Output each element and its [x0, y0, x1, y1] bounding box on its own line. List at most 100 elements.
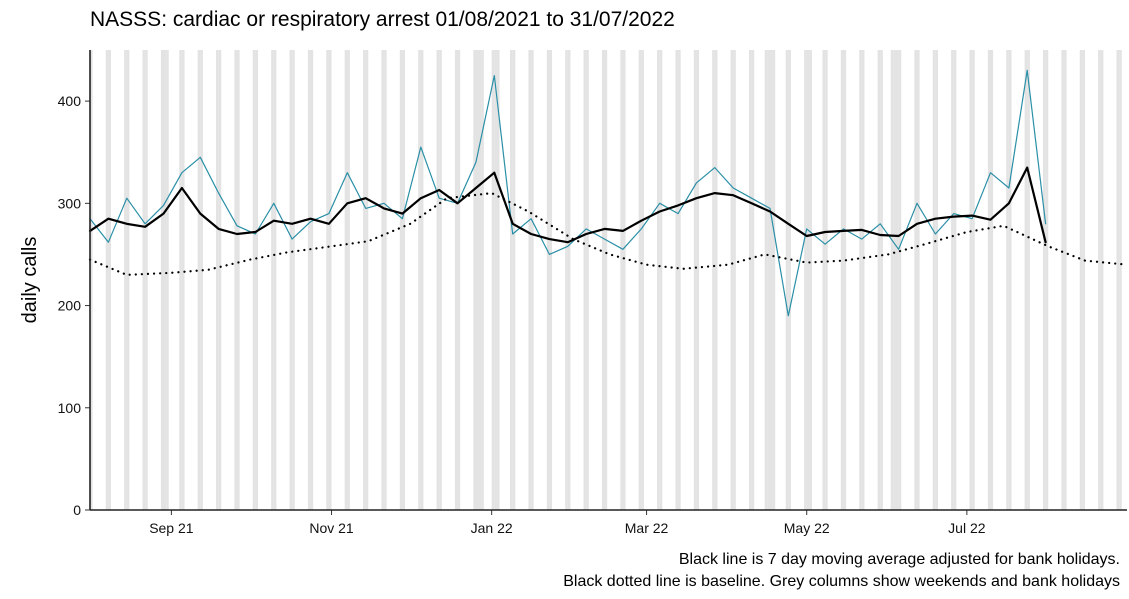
shaded-column [935, 50, 938, 510]
shaded-column [890, 50, 894, 510]
shaded-column [420, 50, 424, 510]
shaded-column [951, 50, 954, 510]
shaded-column [641, 50, 644, 510]
shaded-column [145, 50, 148, 510]
shaded-column [528, 50, 532, 510]
shaded-column [696, 50, 700, 510]
shaded-column [363, 50, 366, 510]
shaded-column [126, 50, 130, 510]
shaded-column [457, 50, 461, 510]
shaded-column [163, 50, 167, 510]
shaded-column [478, 50, 482, 510]
shaded-column [657, 50, 660, 510]
shaded-column [859, 50, 862, 510]
shaded-column [785, 50, 789, 510]
shaded-column [953, 50, 957, 510]
shaded-column [730, 50, 734, 510]
shaded-column [365, 50, 369, 510]
shaded-column [197, 50, 201, 510]
shaded-column [825, 50, 828, 510]
y-tick-label: 200 [58, 298, 82, 314]
series-daily [89, 69, 1047, 317]
shaded-column [399, 50, 403, 510]
shaded-column [1063, 50, 1067, 510]
shaded-column [218, 50, 222, 510]
shaded-column [1042, 50, 1046, 510]
shaded-column [439, 50, 442, 510]
shaded-column [565, 50, 568, 510]
shaded-column [237, 50, 240, 510]
shaded-column [678, 50, 681, 510]
shaded-column [843, 50, 847, 510]
shaded-column [531, 50, 534, 510]
shaded-column [1061, 50, 1064, 510]
shaded-column [289, 50, 293, 510]
chart-title: NASSS: cardiac or respiratory arrest 01/… [90, 8, 675, 31]
shaded-column [804, 50, 807, 510]
y-tick-label: 400 [58, 93, 82, 109]
x-tick-label: Mar 22 [625, 520, 669, 536]
shaded-column [549, 50, 553, 510]
shaded-column [347, 50, 350, 510]
shaded-column [586, 50, 589, 510]
shaded-column [767, 50, 770, 510]
shaded-column [714, 50, 718, 510]
shaded-column [418, 50, 421, 510]
shaded-column [895, 50, 899, 510]
series-lines [88, 69, 1129, 317]
shaded-column [90, 50, 93, 510]
shaded-column [344, 50, 348, 510]
shaded-column [969, 50, 973, 510]
shaded-column [402, 50, 406, 510]
shaded-column [200, 50, 203, 510]
shaded-column [1027, 50, 1030, 510]
shaded-column [567, 50, 571, 510]
caption-line-2: Black dotted line is baseline. Grey colu… [563, 573, 1120, 590]
shaded-column [255, 50, 259, 510]
shaded-column [990, 50, 994, 510]
shaded-column [764, 50, 768, 510]
shaded-column [806, 50, 810, 510]
shaded-column [987, 50, 991, 510]
shaded-column [384, 50, 387, 510]
x-tick-label: Sep 21 [149, 520, 194, 536]
shaded-column [583, 50, 587, 510]
y-axis-ticks: 0 100 200 300 400 [58, 93, 90, 518]
shaded-column [972, 50, 975, 510]
x-tick-label: Nov 21 [309, 520, 354, 536]
shaded-column [273, 50, 277, 510]
shaded-column [216, 50, 219, 510]
shaded-column [1079, 50, 1083, 510]
shaded-column [712, 50, 715, 510]
shaded-column [769, 50, 773, 510]
shaded-column [473, 50, 476, 510]
series-baseline [88, 192, 1129, 276]
shaded-column [1024, 50, 1028, 510]
shaded-column [124, 50, 127, 510]
shaded-column [271, 50, 274, 510]
y-tick-label: 0 [73, 502, 81, 518]
shaded-column [510, 50, 513, 510]
shaded-column [1006, 50, 1009, 510]
shaded-column [381, 50, 385, 510]
shaded-column [494, 50, 497, 510]
shaded-column [788, 50, 791, 510]
shaded-column [932, 50, 936, 510]
shaded-column [620, 50, 623, 510]
shaded-column [1008, 50, 1012, 510]
shaded-column [166, 50, 169, 510]
x-tick-label: Jan 22 [471, 520, 513, 536]
shaded-column [772, 50, 776, 510]
shaded-column [675, 50, 679, 510]
shaded-column [1116, 50, 1120, 510]
shaded-column [693, 50, 697, 510]
shaded-column [181, 50, 185, 510]
shaded-column [512, 50, 516, 510]
shaded-column [475, 50, 479, 510]
shaded-column [898, 50, 902, 510]
shaded-column [877, 50, 881, 510]
shaded-column [252, 50, 256, 510]
shaded-column [496, 50, 500, 510]
shaded-column [454, 50, 458, 510]
